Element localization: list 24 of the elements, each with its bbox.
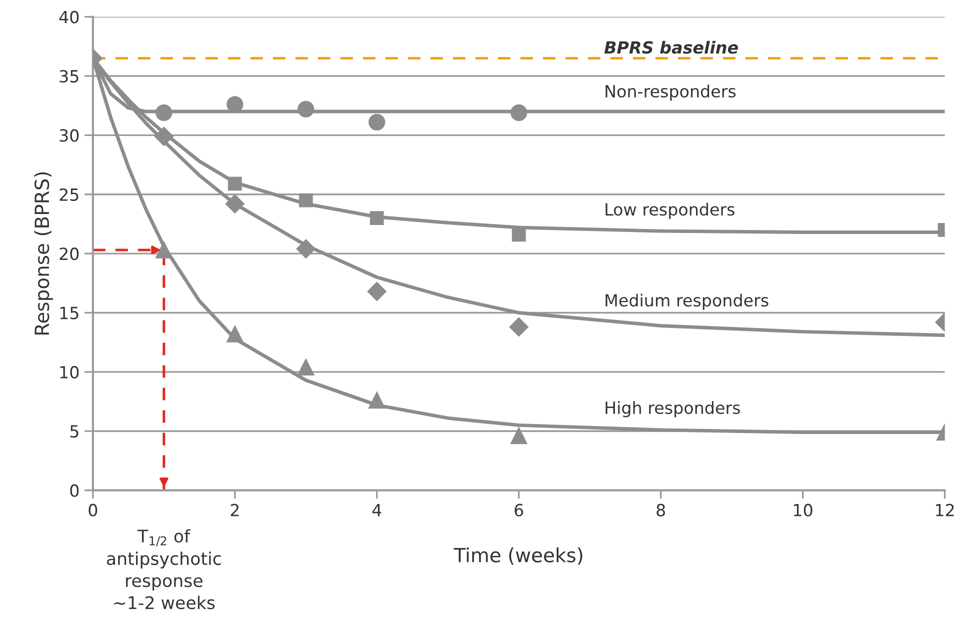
- y-tick-label: 5: [70, 425, 78, 438]
- y-tick-label: 25: [60, 188, 78, 201]
- text: T$_{1/2}$ of antipsychotic response ~1-2 weeks: [106, 529, 221, 610]
- x-tick-label: 0: [88, 504, 98, 516]
- ref-line-label: BPRS baseline: [604, 40, 738, 54]
- x-tick-label: 4: [372, 504, 382, 516]
- series-label: High responders: [606, 401, 740, 418]
- series-label: Medium responders: [606, 294, 768, 310]
- series-label: Non-responders: [606, 84, 736, 101]
- y-tick-label: 10: [60, 366, 79, 378]
- y-tick-label: 35: [60, 70, 78, 83]
- x-tick-label: 10: [794, 504, 812, 516]
- y-tick-label: 30: [60, 129, 79, 142]
- x-axis-title: Time (weeks): [454, 547, 582, 565]
- series-label: Low responders: [606, 202, 734, 219]
- y-axis-title: Response (BPRS): [34, 172, 53, 334]
- x-tick-label: 12: [936, 504, 954, 516]
- x-tick-label: 6: [514, 504, 524, 516]
- x-tick-label: 2: [230, 504, 239, 516]
- y-tick-label: 20: [60, 248, 79, 260]
- y-tick-label: 15: [60, 306, 78, 320]
- y-tick-label: 0: [70, 484, 79, 497]
- x-tick-label: 8: [656, 504, 665, 516]
- y-tick-label: 40: [59, 10, 79, 24]
